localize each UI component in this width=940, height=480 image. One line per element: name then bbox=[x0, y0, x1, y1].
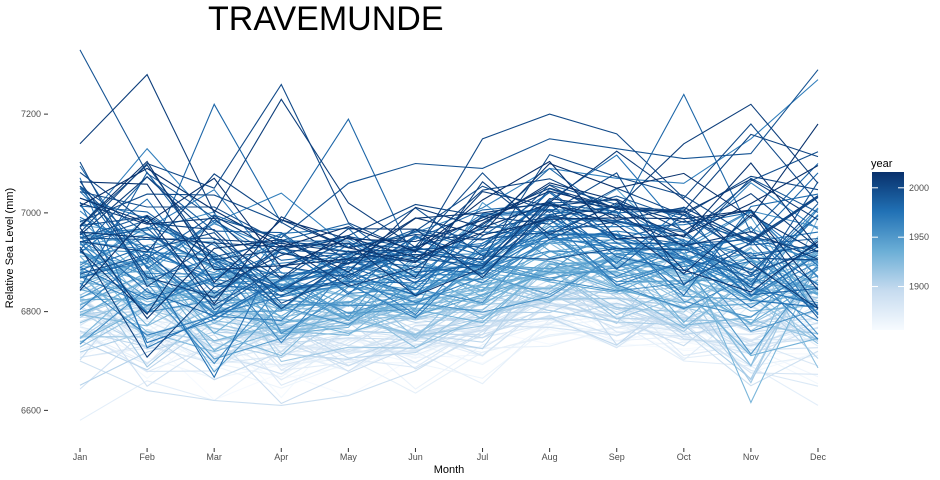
x-tick-label-oct: Oct bbox=[677, 452, 692, 462]
x-tick-label-jul: Jul bbox=[477, 452, 489, 462]
series-line-1954 bbox=[79, 230, 819, 326]
x-axis: Jan Feb Mar Apr May Jun Jul Aug Sep Oct Nov Dec bbox=[73, 448, 827, 462]
chart-title: TRAVEMUNDE bbox=[208, 0, 444, 38]
series-line-2002 bbox=[79, 164, 819, 261]
x-tick-label-aug: Aug bbox=[542, 452, 558, 462]
series-line-1973 bbox=[79, 197, 819, 314]
series-line-2010 bbox=[79, 150, 819, 315]
series-line-1943 bbox=[79, 227, 819, 311]
legend-tick-label-1900: 1900 bbox=[909, 282, 929, 292]
x-tick-label-jan: Jan bbox=[73, 452, 88, 462]
series-line-2009 bbox=[79, 178, 819, 297]
series-line-2005 bbox=[79, 181, 819, 358]
series-line-2015 bbox=[79, 123, 819, 268]
legend-tick-label-2000: 2000 bbox=[909, 183, 929, 193]
x-tick-label-sep: Sep bbox=[609, 452, 625, 462]
legend-colorbar bbox=[872, 172, 904, 330]
series-line-1893 bbox=[79, 290, 819, 405]
series-line-2011 bbox=[79, 202, 819, 320]
series-line-2014 bbox=[79, 182, 819, 305]
x-tick-label-dec: Dec bbox=[810, 452, 827, 462]
series-line-1979 bbox=[79, 209, 819, 296]
series-line-1993 bbox=[79, 181, 819, 306]
y-tick-label-7000: 7000 bbox=[21, 208, 41, 218]
y-tick-label-6600: 6600 bbox=[21, 405, 41, 415]
series-line-1903 bbox=[79, 292, 819, 386]
y-tick-label-6800: 6800 bbox=[21, 307, 41, 317]
series-line-1900 bbox=[79, 289, 819, 359]
y-axis-title: Relative Sea Level (mm) bbox=[4, 188, 16, 308]
series-line-1998 bbox=[79, 172, 819, 261]
x-tick-label-apr: Apr bbox=[274, 452, 288, 462]
series-line-2008 bbox=[79, 202, 819, 279]
series-line-2012 bbox=[79, 160, 819, 291]
x-tick-label-nov: Nov bbox=[743, 452, 760, 462]
legend-title: year bbox=[871, 158, 893, 170]
series-line-2007 bbox=[79, 73, 819, 249]
x-tick-label-may: May bbox=[340, 452, 358, 462]
year-legend: year 1900 1950 2000 bbox=[871, 158, 929, 330]
series-layer bbox=[79, 49, 819, 421]
y-tick-label-7200: 7200 bbox=[21, 109, 41, 119]
legend-tick-label-1950: 1950 bbox=[909, 232, 929, 242]
series-line-1901 bbox=[79, 288, 819, 371]
x-tick-label-jun: Jun bbox=[408, 452, 423, 462]
series-line-1994 bbox=[79, 49, 819, 239]
x-axis-title: Month bbox=[434, 464, 465, 476]
series-line-1991 bbox=[79, 195, 819, 297]
series-line-1933 bbox=[79, 250, 819, 357]
series-line-1970 bbox=[79, 188, 819, 316]
legend-ticks: 1900 1950 2000 bbox=[872, 183, 929, 292]
series-line-1899 bbox=[79, 278, 819, 361]
series-line-2016 bbox=[79, 160, 819, 253]
series-line-1990 bbox=[79, 184, 819, 295]
series-line-2003 bbox=[79, 133, 819, 253]
series-line-1995 bbox=[79, 207, 819, 274]
series-line-1999 bbox=[79, 153, 819, 310]
series-line-1957 bbox=[79, 211, 819, 335]
series-line-1928 bbox=[79, 237, 819, 339]
x-tick-label-feb: Feb bbox=[139, 452, 155, 462]
y-axis: 6600 6800 7000 7200 bbox=[21, 109, 48, 415]
series-line-2000 bbox=[79, 83, 819, 254]
series-line-2013 bbox=[79, 162, 819, 284]
series-line-1913 bbox=[79, 261, 819, 363]
series-line-1871 bbox=[79, 308, 819, 385]
series-line-1997 bbox=[79, 172, 819, 286]
series-line-1905 bbox=[79, 239, 819, 359]
x-tick-label-mar: Mar bbox=[206, 452, 222, 462]
series-line-1978 bbox=[79, 204, 819, 379]
